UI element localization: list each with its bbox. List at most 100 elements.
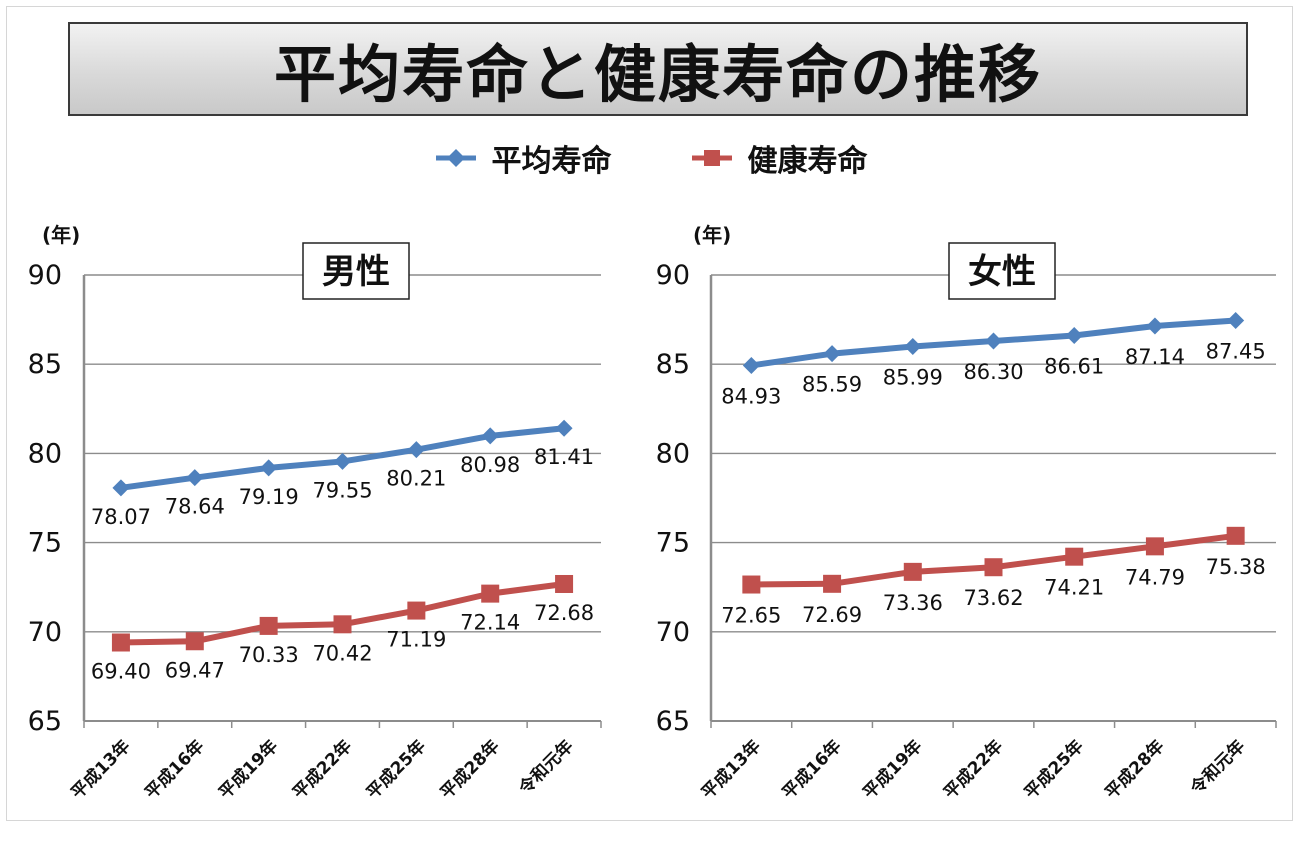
x-tick-label: 平成13年 <box>67 736 135 804</box>
data-label: 79.19 <box>239 485 299 509</box>
data-label: 86.61 <box>1044 354 1104 378</box>
data-point-square <box>555 574 574 593</box>
data-label: 70.42 <box>312 641 372 665</box>
y-tick-label: 85 <box>656 349 690 380</box>
chart-title: 平均寿命と健康寿命の推移 <box>273 38 1042 111</box>
data-point-diamond <box>1227 311 1245 329</box>
data-label: 72.68 <box>534 601 594 625</box>
x-tick-label: 平成19年 <box>215 736 283 804</box>
data-label: 72.14 <box>460 611 520 635</box>
data-point-diamond <box>742 356 760 374</box>
data-point-square <box>823 574 842 593</box>
legend-marker-diamond-icon <box>435 149 476 167</box>
y-axis-unit: (年) <box>42 223 80 247</box>
data-point-diamond <box>904 338 922 356</box>
x-tick-label: 令和元年 <box>515 736 578 799</box>
data-label: 78.64 <box>165 495 225 519</box>
data-label: 73.62 <box>963 586 1023 610</box>
data-label: 71.19 <box>386 628 446 652</box>
data-label: 69.47 <box>165 658 225 682</box>
x-tick-label: 平成25年 <box>362 736 430 804</box>
data-point-square <box>742 575 761 594</box>
data-label: 79.55 <box>312 478 372 502</box>
x-tick-label: 令和元年 <box>1186 736 1249 799</box>
figure-frame <box>6 6 1293 821</box>
data-label: 69.40 <box>91 660 151 684</box>
panel-title: 男性 <box>322 252 390 292</box>
y-tick-label: 65 <box>28 706 62 737</box>
data-label: 87.45 <box>1206 339 1266 363</box>
data-label: 80.98 <box>460 453 520 477</box>
panel-title: 女性 <box>968 252 1036 292</box>
data-point-square <box>984 558 1003 577</box>
data-label: 85.59 <box>802 373 862 397</box>
data-point-diamond <box>260 459 278 477</box>
data-point-diamond <box>1146 317 1164 335</box>
x-tick-label: 平成22年 <box>288 736 356 804</box>
x-tick-label: 平成16年 <box>141 736 209 804</box>
data-label: 74.79 <box>1125 565 1185 589</box>
panel-title-box <box>302 242 410 300</box>
data-point-diamond <box>334 452 351 470</box>
y-tick-label: 85 <box>28 349 62 380</box>
data-point-diamond <box>186 469 204 487</box>
x-tick-label: 平成22年 <box>939 736 1007 804</box>
legend-label-series1: 平均寿命 <box>491 144 612 179</box>
data-point-diamond <box>985 332 1002 350</box>
panel-title-box <box>948 242 1056 300</box>
data-point-square <box>259 616 278 635</box>
data-label: 72.65 <box>721 604 781 628</box>
y-tick-label: 75 <box>656 528 690 559</box>
data-label: 85.99 <box>883 366 943 390</box>
y-axis-unit: (年) <box>693 223 731 247</box>
legend-item-series2: 健康寿命 <box>690 136 868 180</box>
y-tick-label: 80 <box>656 438 690 469</box>
data-label: 78.07 <box>91 505 151 529</box>
data-label: 86.30 <box>963 360 1023 384</box>
data-point-diamond <box>1065 326 1083 344</box>
y-tick-label: 65 <box>656 706 690 737</box>
x-tick-label: 平成19年 <box>859 736 927 804</box>
y-tick-label: 90 <box>656 260 690 291</box>
data-point-square <box>1145 537 1164 556</box>
data-point-square <box>185 632 204 651</box>
data-point-square <box>1065 547 1084 566</box>
legend: 平均寿命 健康寿命 <box>0 136 1301 180</box>
data-point-square <box>1226 526 1245 545</box>
x-tick-label: 平成28年 <box>1101 736 1169 804</box>
x-tick-label: 平成25年 <box>1020 736 1088 804</box>
data-point-diamond <box>555 419 573 437</box>
data-point-square <box>333 615 352 634</box>
y-tick-label: 70 <box>656 617 690 648</box>
data-label: 73.36 <box>883 591 943 615</box>
data-label: 81.41 <box>534 445 594 469</box>
legend-marker-square-icon <box>691 150 732 166</box>
data-label: 80.21 <box>386 467 446 491</box>
data-point-square <box>481 584 500 603</box>
data-point-diamond <box>823 345 841 363</box>
data-point-diamond <box>112 479 130 497</box>
data-label: 84.93 <box>721 384 781 408</box>
legend-label-series2: 健康寿命 <box>747 144 868 179</box>
data-point-square <box>111 633 130 652</box>
data-label: 87.14 <box>1125 345 1185 369</box>
data-point-square <box>903 562 922 581</box>
data-label: 75.38 <box>1206 555 1266 579</box>
data-label: 72.69 <box>802 603 862 627</box>
x-tick-label: 平成13年 <box>697 736 765 804</box>
data-point-diamond <box>407 441 425 459</box>
title-box: 平均寿命と健康寿命の推移 <box>68 22 1248 116</box>
data-point-square <box>407 601 426 620</box>
legend-item-series1: 平均寿命 <box>434 136 612 180</box>
x-tick-label: 平成28年 <box>436 736 504 804</box>
x-tick-label: 平成16年 <box>778 736 846 804</box>
y-tick-label: 90 <box>28 260 62 291</box>
y-tick-label: 70 <box>28 617 62 648</box>
data-point-diamond <box>481 427 499 445</box>
data-label: 70.33 <box>239 643 299 667</box>
data-label: 74.21 <box>1044 576 1104 600</box>
y-tick-label: 75 <box>28 528 62 559</box>
